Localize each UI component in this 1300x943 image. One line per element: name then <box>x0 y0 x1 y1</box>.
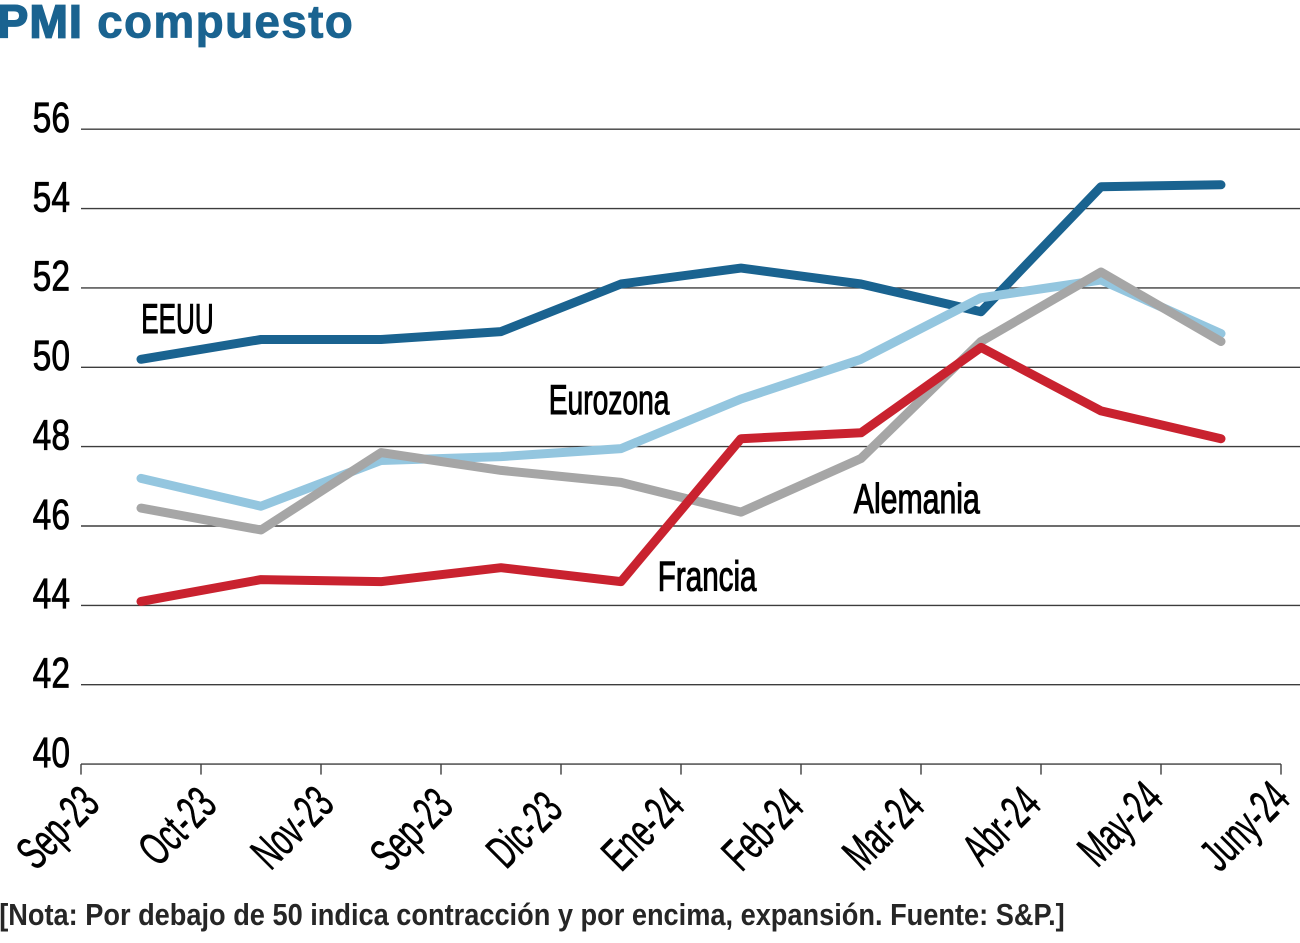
svg-text:Feb-24: Feb-24 <box>713 780 814 881</box>
svg-text:May-24: May-24 <box>1068 772 1172 876</box>
svg-text:Dic-23: Dic-23 <box>477 783 572 878</box>
svg-text:44: 44 <box>33 570 70 618</box>
svg-text:46: 46 <box>33 491 70 539</box>
svg-text:54: 54 <box>33 174 70 222</box>
svg-text:Juny-24: Juny-24 <box>1191 772 1300 881</box>
svg-text:Abr-24: Abr-24 <box>953 778 1051 876</box>
svg-text:Sep-23: Sep-23 <box>361 779 463 881</box>
svg-text:Ene-24: Ene-24 <box>592 779 694 881</box>
svg-text:Sep-23: Sep-23 <box>7 777 109 879</box>
svg-text:40: 40 <box>33 729 70 777</box>
svg-text:[Nota: Por debajo de 50 indica: [Nota: Por debajo de 50 indica contracci… <box>0 898 1065 932</box>
svg-text:56: 56 <box>33 94 70 142</box>
svg-text:Mar-24: Mar-24 <box>833 779 934 880</box>
svg-text:50: 50 <box>33 332 70 380</box>
svg-text:Oct-23: Oct-23 <box>129 778 227 876</box>
svg-text:48: 48 <box>33 412 70 460</box>
svg-text:Alemania: Alemania <box>854 475 981 522</box>
svg-text:52: 52 <box>33 253 70 301</box>
svg-text:EEUU: EEUU <box>141 296 213 343</box>
svg-text:Eurozona: Eurozona <box>549 377 670 424</box>
svg-text:Nov-23: Nov-23 <box>242 777 344 879</box>
svg-text:Francia: Francia <box>658 552 757 599</box>
svg-text:PMI compuesto: PMI compuesto <box>0 0 354 47</box>
svg-text:42: 42 <box>33 650 70 698</box>
